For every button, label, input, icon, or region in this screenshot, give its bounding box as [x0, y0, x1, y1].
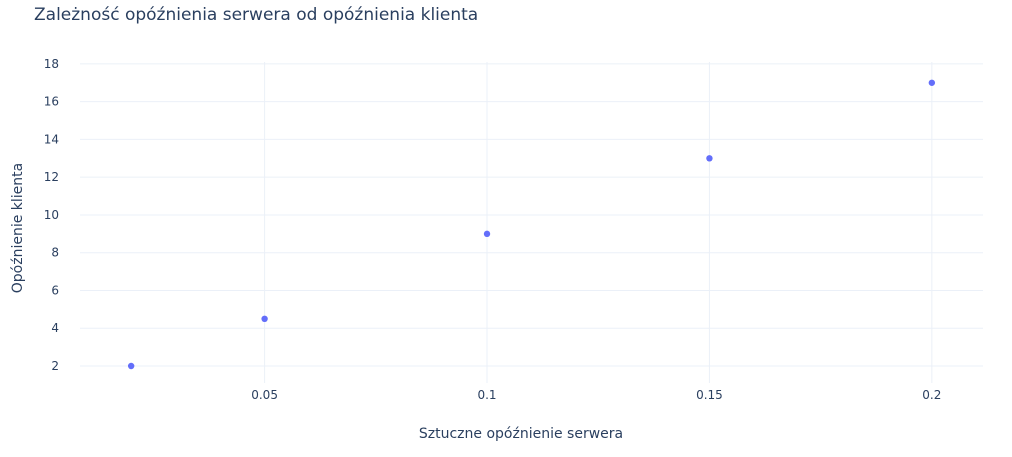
x-tick-label: 0.05	[251, 388, 278, 402]
y-tick-label: 18	[44, 57, 59, 71]
y-tick-label: 12	[44, 170, 59, 184]
data-point[interactable]	[483, 230, 491, 238]
x-axis-label: Sztuczne opóźnienie serwera	[419, 426, 623, 442]
y-tick-label: 14	[44, 132, 59, 146]
y-tick-label: 8	[51, 246, 59, 260]
data-point[interactable]	[928, 79, 936, 86]
y-tick-label: 16	[44, 95, 59, 109]
data-point[interactable]	[261, 315, 268, 322]
x-tick-label: 0.15	[696, 388, 723, 402]
data-points	[127, 79, 936, 370]
y-tick-label: 2	[51, 359, 59, 373]
y-tick-label: 4	[51, 321, 59, 335]
chart-title: Zależność opóźnienia serwera od opóźnien…	[34, 5, 479, 25]
data-point[interactable]	[127, 362, 135, 370]
x-tick-label: 0.2	[922, 388, 941, 402]
y-axis-ticks: 2 4 6 8 10 12 14 16 18	[44, 57, 59, 373]
y-axis-label: Opóźnienie klienta	[10, 163, 26, 293]
x-axis-ticks: 0.05 0.1 0.15 0.2	[251, 388, 941, 402]
x-tick-label: 0.1	[477, 388, 496, 402]
data-point[interactable]	[706, 155, 713, 162]
y-tick-label: 10	[44, 208, 59, 222]
y-tick-label: 6	[51, 283, 59, 297]
grid-layer	[80, 62, 983, 383]
